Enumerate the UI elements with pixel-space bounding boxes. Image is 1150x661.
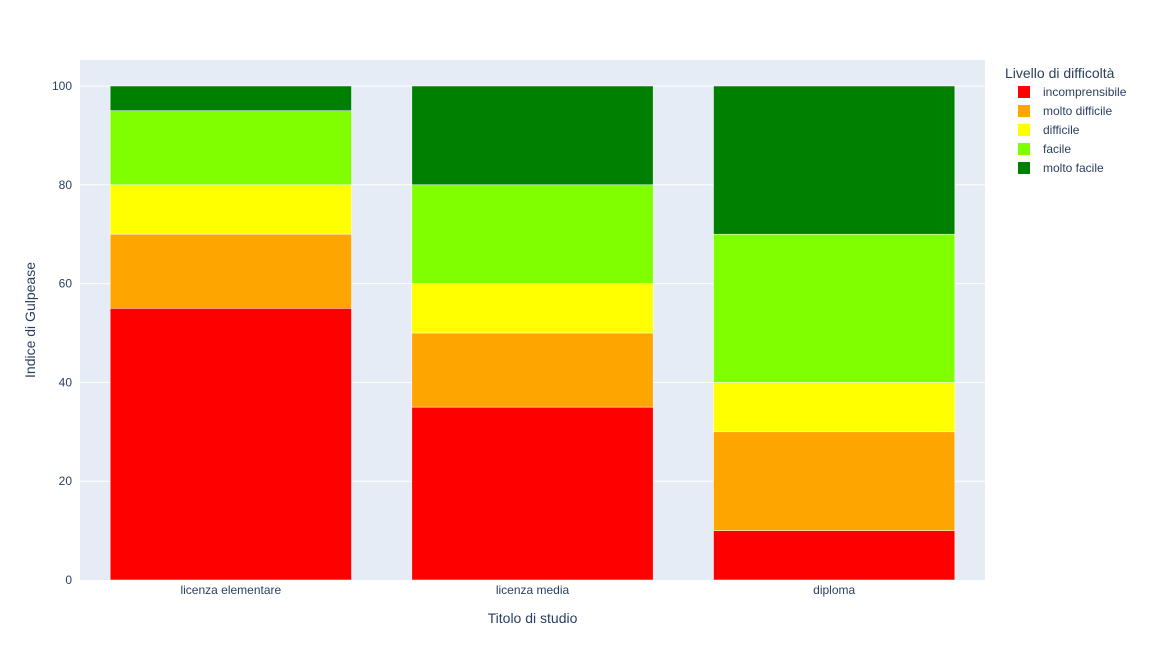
bar-segment [109,308,352,581]
bar-segment [411,85,654,186]
y-tick-label: 0 [65,573,72,587]
legend-swatch [1018,105,1030,117]
y-tick-label: 60 [59,277,73,291]
x-tick-label: licenza media [496,583,570,597]
x-tick-label: diploma [813,583,855,597]
bar-segment [713,85,956,235]
bar-segment [713,530,956,581]
legend-swatch [1018,86,1030,98]
y-tick-label: 20 [59,474,73,488]
legend-swatch [1018,124,1030,136]
legend-label: difficile [1043,123,1080,137]
bars [109,85,956,581]
bar-segment [109,110,352,186]
bar-segment [411,184,654,284]
x-axis-title: Titolo di studio [488,610,578,626]
legend-swatch [1018,162,1030,174]
bar-segment [411,406,654,581]
bar-segment [109,233,352,309]
bar-segment [713,382,956,433]
bar-segment [713,233,956,383]
legend-label: molto difficile [1043,104,1112,118]
y-tick-label: 40 [59,375,73,389]
y-tick-label: 80 [59,178,73,192]
legend-title: Livello di difficoltà [1005,65,1115,81]
bar-segment [109,85,352,111]
legend-swatch [1018,143,1030,155]
legend-label: incomprensibile [1043,85,1127,99]
x-tick-label: licenza elementare [180,583,281,597]
bar-segment [411,283,654,334]
legend-label: facile [1043,142,1071,156]
x-tick-labels: licenza elementare licenza media diploma [180,583,855,597]
bar-segment [713,431,956,531]
legend: Livello di difficoltà incomprensibile mol… [1005,65,1127,175]
y-axis-title: Indice di Gulpease [22,262,38,378]
y-tick-labels: 0 20 40 60 80 100 [52,79,72,587]
bar-segment [411,332,654,408]
bar-segment [109,184,352,235]
y-tick-label: 100 [52,79,72,93]
legend-label: molto facile [1043,161,1104,175]
